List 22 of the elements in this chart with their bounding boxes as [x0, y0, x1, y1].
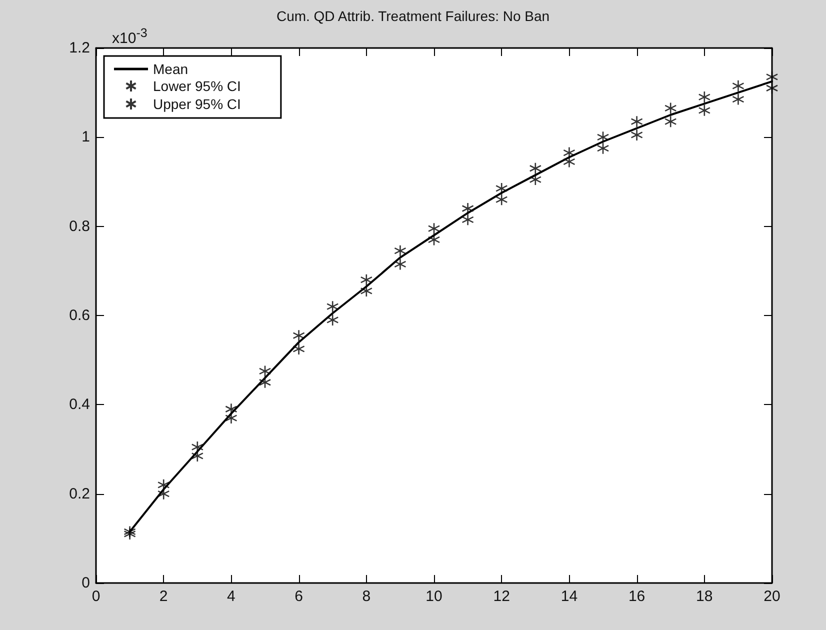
chart-title: Cum. QD Attrib. Treatment Failures: No Ban [276, 8, 550, 24]
x-tick-label: 12 [493, 588, 510, 605]
text: x10$^{-3}$ [112, 26, 148, 47]
legend-label: Upper 95% CI [153, 96, 241, 112]
legend-label: Lower 95% CI [153, 78, 241, 94]
legend-label: Mean [153, 61, 188, 77]
x-tick-label: 8 [362, 588, 371, 605]
y-tick-label: 1 [82, 128, 90, 146]
y-tick-label: 1.2 [69, 40, 90, 56]
y-tick-label: 0.8 [69, 218, 90, 235]
x-tick-label: 4 [227, 588, 236, 605]
x-tick-label: 18 [696, 588, 713, 605]
x-tick-label: 16 [628, 588, 646, 605]
y-tick-label: 0.2 [69, 485, 90, 502]
y-tick-label: 0 [82, 574, 90, 592]
x-tick-label: 10 [426, 588, 442, 605]
x-tick-label: 6 [294, 588, 303, 605]
x-tick-label: 20 [764, 588, 780, 605]
y-tick-label: 0.6 [69, 307, 90, 324]
x-tick-label: 14 [560, 588, 578, 605]
y-tick-label: 0.4 [69, 396, 90, 414]
x-tick-label: 2 [159, 588, 168, 605]
